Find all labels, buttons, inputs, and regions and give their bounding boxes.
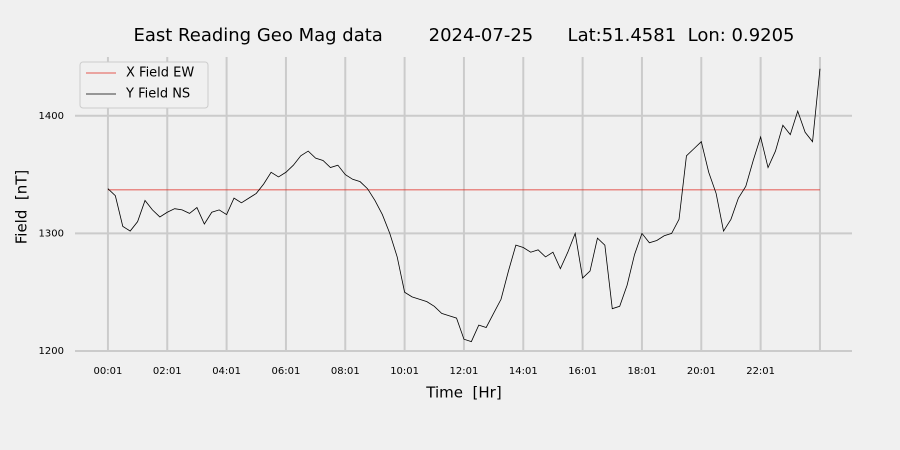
x-tick-label: 02:01 <box>153 366 182 377</box>
x-tick-label: 20:01 <box>687 366 716 377</box>
chart-title: East Reading Geo Mag data 2024-07-25 Lat… <box>133 25 794 46</box>
x-tick-label: 00:01 <box>94 366 123 377</box>
x-tick-label: 22:01 <box>746 366 775 377</box>
x-tick-label: 14:01 <box>509 366 538 377</box>
legend-box <box>79 61 209 109</box>
y-tick-label: 1400 <box>39 111 64 122</box>
x-tick-label: 04:01 <box>212 366 241 377</box>
x-tick-label: 18:01 <box>628 366 657 377</box>
legend-label: X Field EW <box>126 66 194 81</box>
legend: X Field EW Y Field NS <box>79 61 209 109</box>
x-axis-label: Time [Hr] <box>425 384 501 402</box>
x-tick-label: 16:01 <box>568 366 597 377</box>
y-tick-label: 1300 <box>39 228 64 239</box>
y-axis-label: Field [nT] <box>13 170 31 245</box>
x-tick-label: 06:01 <box>272 366 301 377</box>
x-tick-label: 08:01 <box>331 366 360 377</box>
x-tick-label: 12:01 <box>450 366 479 377</box>
legend-label: Y Field NS <box>125 87 190 102</box>
x-tick-label: 10:01 <box>390 366 419 377</box>
y-tick-label: 1200 <box>39 346 64 357</box>
line-series <box>107 68 821 343</box>
